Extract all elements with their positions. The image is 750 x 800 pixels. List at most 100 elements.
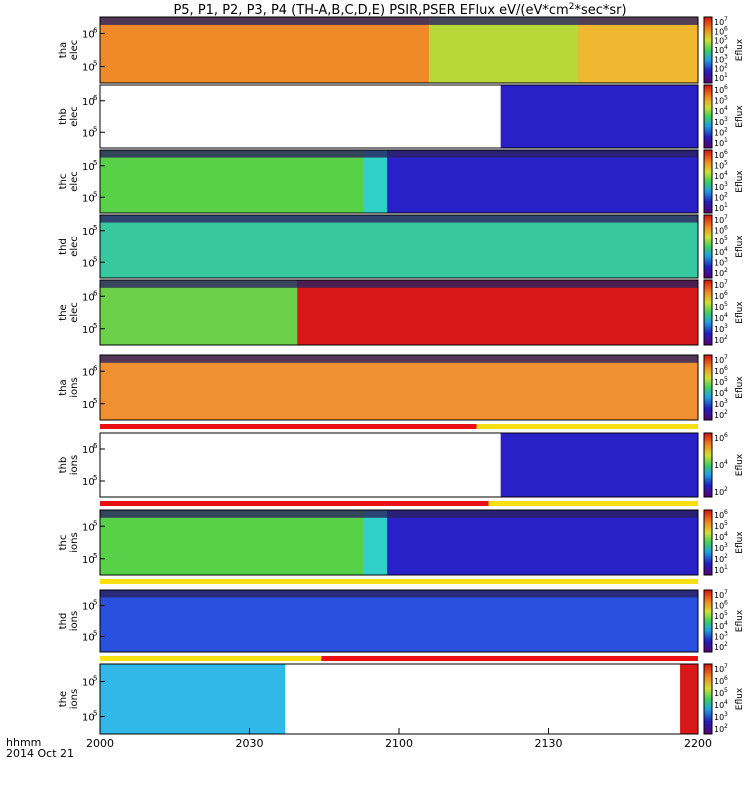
colorbar-tick-exponent: 2: [724, 723, 728, 730]
species-label: elec: [69, 40, 80, 61]
y-tick-label: 10: [82, 400, 95, 411]
state-bar-segment: [100, 579, 698, 584]
spectrogram-segment: [100, 215, 698, 278]
colorbar-tick-label: 10: [714, 566, 724, 575]
colorbar-tick-label: 10: [714, 107, 724, 116]
colorbar: [703, 509, 713, 576]
x-tick-label: 2030: [236, 737, 264, 750]
colorbar-tick-exponent: 1: [724, 202, 728, 209]
colorbar: [703, 149, 713, 214]
y-tick-label: 10: [82, 63, 95, 74]
y-tick-exponent: 5: [93, 125, 97, 133]
y-tick-label: 10: [82, 128, 95, 139]
colorbar-label: Eflux: [735, 376, 745, 399]
y-tick-exponent: 5: [93, 552, 97, 560]
colorbar-tick-label: 10: [714, 356, 724, 365]
spectrogram-segment: [428, 17, 579, 83]
colorbar-tick-label: 10: [714, 292, 724, 301]
y-tick-exponent: 5: [93, 675, 97, 683]
colorbar-tick-exponent: 6: [724, 290, 728, 297]
colorbar: [703, 663, 713, 735]
colorbar-tick-exponent: 7: [724, 16, 728, 23]
panel-frame: [99, 354, 699, 421]
colorbar-tick-exponent: 2: [724, 409, 728, 416]
y-tick-label: 10: [82, 602, 95, 613]
colorbar-tick-label: 10: [714, 128, 724, 137]
colorbar-tick-exponent: 5: [724, 610, 728, 617]
species-label: elec: [69, 302, 80, 323]
colorbar-tick-exponent: 6: [724, 509, 728, 516]
colorbar-tick-exponent: 3: [724, 398, 728, 405]
colorbar: [703, 214, 713, 279]
top-energy-band: [100, 215, 698, 223]
colorbar-tick-label: 10: [714, 522, 724, 531]
colorbar-tick-exponent: 2: [724, 334, 728, 341]
colorbar-tick-exponent: 5: [724, 520, 728, 527]
colorbar-tick-exponent: 1: [724, 137, 728, 144]
colorbar-tick-exponent: 5: [724, 235, 728, 242]
panel-frame: [99, 16, 699, 84]
top-energy-band: [100, 590, 698, 598]
colorbar-tick-exponent: 2: [724, 191, 728, 198]
colorbar: [703, 84, 713, 149]
probe-label: the: [58, 691, 69, 707]
y-tick-exponent: 5: [93, 474, 97, 482]
state-bar-segment: [100, 656, 322, 661]
y-tick-exponent: 5: [93, 255, 97, 263]
spectrogram-segment: [363, 510, 388, 575]
spectrogram-segment: [100, 433, 501, 497]
colorbar-tick-label: 10: [714, 367, 724, 376]
colorbar-tick-exponent: 6: [724, 225, 728, 232]
colorbar-tick-label: 10: [714, 601, 724, 610]
y-tick-label: 10: [82, 713, 95, 724]
colorbar-tick-label: 10: [714, 269, 724, 278]
colorbar-label: Eflux: [735, 170, 745, 193]
colorbar-tick-exponent: 6: [724, 365, 728, 372]
y-tick-exponent: 6: [93, 94, 98, 102]
colorbar-tick-exponent: 6: [724, 25, 728, 32]
colorbar-tick-label: 10: [714, 389, 724, 398]
probe-label: thc: [58, 174, 69, 190]
colorbar-tick-exponent: 4: [724, 105, 728, 112]
probe-label: thb: [58, 457, 69, 474]
colorbar-tick-label: 10: [714, 689, 724, 698]
colorbar: [703, 279, 713, 346]
probe-label: tha: [58, 42, 69, 58]
colorbar-tick-exponent: 1: [724, 72, 728, 79]
y-tick-label: 10: [82, 258, 95, 269]
y-tick-exponent: 5: [93, 397, 97, 405]
probe-label: the: [58, 304, 69, 320]
colorbar-tick-label: 10: [714, 193, 724, 202]
top-energy-band: [100, 17, 698, 25]
y-tick-exponent: 5: [93, 159, 97, 167]
colorbar-tick-exponent: 5: [724, 301, 728, 308]
colorbar-tick-label: 10: [714, 411, 724, 420]
y-tick-label: 10: [82, 227, 95, 238]
probe-label: thc: [58, 535, 69, 551]
y-tick-exponent: 6: [93, 27, 98, 35]
y-tick-label: 10: [82, 162, 95, 173]
y-tick-label: 10: [82, 97, 95, 108]
colorbar-tick-exponent: 1: [724, 564, 728, 571]
colorbar-label: Eflux: [735, 453, 745, 476]
colorbar-tick-exponent: 2: [724, 63, 728, 70]
colorbar-tick-label: 10: [714, 725, 724, 734]
colorbar-tick-exponent: 3: [724, 256, 728, 263]
top-energy-band: [100, 150, 698, 158]
top-energy-band: [100, 355, 698, 363]
colorbar-tick-exponent: 2: [724, 267, 728, 274]
panel-frame: [99, 84, 699, 149]
colorbar-tick-label: 10: [714, 461, 724, 470]
colorbar-tick-label: 10: [714, 665, 724, 674]
colorbar-tick-label: 10: [714, 378, 724, 387]
y-tick-label: 10: [82, 325, 95, 336]
colorbar-tick-exponent: 2: [724, 641, 728, 648]
colorbar-tick-label: 10: [714, 74, 724, 83]
colorbar-label: Eflux: [735, 609, 745, 632]
